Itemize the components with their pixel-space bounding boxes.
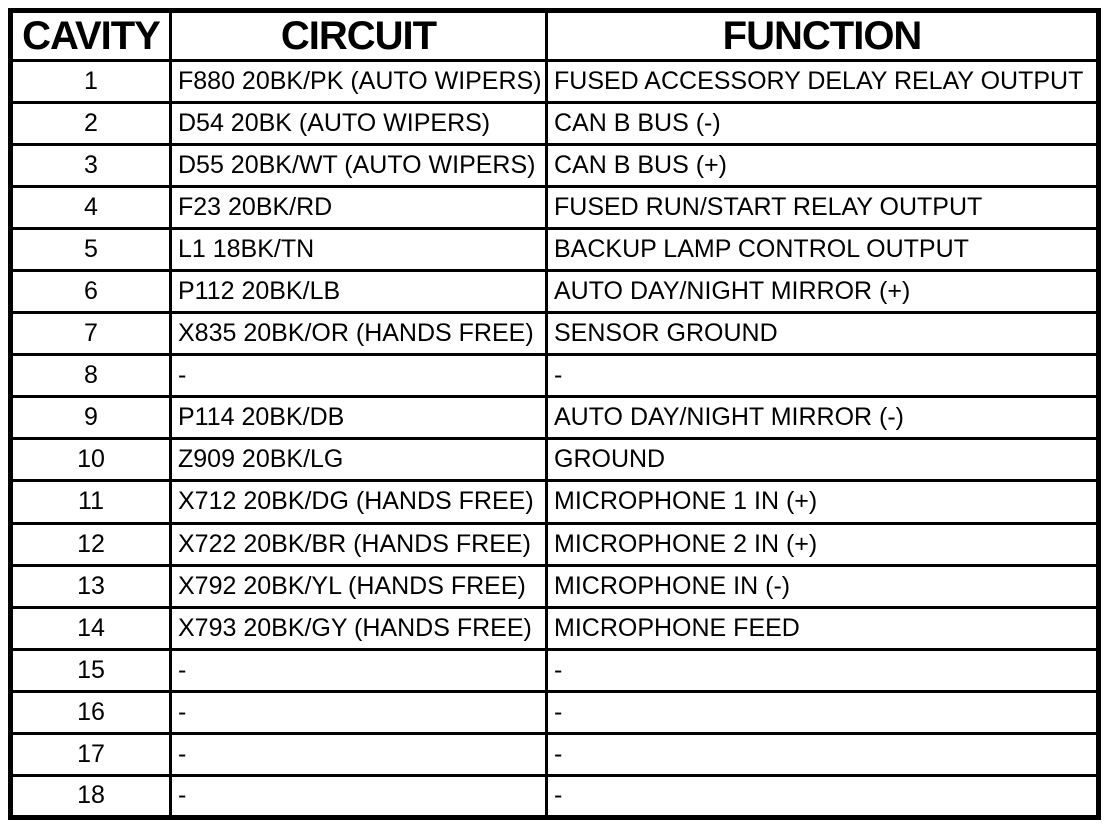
circuit-cell: X722 20BK/BR (HANDS FREE) [169, 521, 548, 567]
circuit-cell: - [169, 731, 548, 777]
function-cell: MICROPHONE 2 IN (+) [545, 521, 1100, 567]
circuit-cell: X835 20BK/OR (HANDS FREE) [169, 311, 548, 357]
function-cell: - [545, 689, 1100, 735]
table-row: 10 Z909 20BK/LG GROUND [9, 437, 1100, 483]
function-cell: AUTO DAY/NIGHT MIRROR (-) [545, 395, 1100, 441]
function-cell: BACKUP LAMP CONTROL OUTPUT [545, 227, 1100, 273]
cavity-cell: 12 [9, 521, 172, 567]
function-cell: AUTO DAY/NIGHT MIRROR (+) [545, 269, 1100, 315]
table-row: 8 - - [9, 353, 1100, 399]
circuit-cell: P114 20BK/DB [169, 395, 548, 441]
cavity-header: CAVITY [9, 9, 172, 62]
table-row: 9 P114 20BK/DB AUTO DAY/NIGHT MIRROR (-) [9, 395, 1100, 441]
circuit-cell: D55 20BK/WT (AUTO WIPERS) [169, 143, 548, 189]
function-cell: SENSOR GROUND [545, 311, 1100, 357]
circuit-cell: F880 20BK/PK (AUTO WIPERS) [169, 58, 548, 105]
circuit-cell: X792 20BK/YL (HANDS FREE) [169, 563, 548, 609]
table-row: 15 - - [9, 647, 1100, 693]
table-row: 11 X712 20BK/DG (HANDS FREE) MICROPHONE … [9, 479, 1100, 525]
function-cell: MICROPHONE FEED [545, 605, 1100, 651]
table-row: 13 X792 20BK/YL (HANDS FREE) MICROPHONE … [9, 563, 1100, 609]
cavity-cell: 2 [9, 101, 172, 147]
circuit-cell: P112 20BK/LB [169, 269, 548, 315]
table-row: 4 F23 20BK/RD FUSED RUN/START RELAY OUTP… [9, 185, 1100, 231]
function-cell: - [545, 773, 1100, 820]
function-cell: - [545, 647, 1100, 693]
circuit-cell: L1 18BK/TN [169, 227, 548, 273]
table-row: 12 X722 20BK/BR (HANDS FREE) MICROPHONE … [9, 521, 1100, 567]
header-row: CAVITY CIRCUIT FUNCTION [9, 9, 1100, 62]
function-cell: - [545, 731, 1100, 777]
table-row: 17 - - [9, 731, 1100, 777]
function-cell: CAN B BUS (+) [545, 143, 1100, 189]
function-header: FUNCTION [545, 9, 1100, 62]
cavity-cell: 13 [9, 563, 172, 609]
circuit-cell: Z909 20BK/LG [169, 437, 548, 483]
cavity-cell: 5 [9, 227, 172, 273]
table-row: 2 D54 20BK (AUTO WIPERS) CAN B BUS (-) [9, 101, 1100, 147]
circuit-cell: - [169, 647, 548, 693]
cavity-cell: 11 [9, 479, 172, 525]
cavity-cell: 8 [9, 353, 172, 399]
cavity-cell: 16 [9, 689, 172, 735]
cavity-cell: 3 [9, 143, 172, 189]
function-cell: FUSED ACCESSORY DELAY RELAY OUTPUT [545, 58, 1100, 105]
table-row: 5 L1 18BK/TN BACKUP LAMP CONTROL OUTPUT [9, 227, 1100, 273]
circuit-cell: X712 20BK/DG (HANDS FREE) [169, 479, 548, 525]
circuit-cell: - [169, 353, 548, 399]
cavity-cell: 9 [9, 395, 172, 441]
function-cell: GROUND [545, 437, 1100, 483]
cavity-cell: 7 [9, 311, 172, 357]
table-row: 16 - - [9, 689, 1100, 735]
circuit-cell: - [169, 689, 548, 735]
table-row: 7 X835 20BK/OR (HANDS FREE) SENSOR GROUN… [9, 311, 1100, 357]
cavity-cell: 17 [9, 731, 172, 777]
cavity-cell: 18 [9, 773, 172, 820]
circuit-cell: - [169, 773, 548, 820]
circuit-cell: X793 20BK/GY (HANDS FREE) [169, 605, 548, 651]
function-cell: MICROPHONE 1 IN (+) [545, 479, 1100, 525]
cavity-cell: 14 [9, 605, 172, 651]
table-row: 1 F880 20BK/PK (AUTO WIPERS) FUSED ACCES… [9, 58, 1100, 105]
table-row: 18 - - [9, 773, 1100, 820]
circuit-cell: F23 20BK/RD [169, 185, 548, 231]
table-row: 14 X793 20BK/GY (HANDS FREE) MICROPHONE … [9, 605, 1100, 651]
cavity-cell: 1 [9, 58, 172, 105]
circuit-cell: D54 20BK (AUTO WIPERS) [169, 101, 548, 147]
cavity-cell: 15 [9, 647, 172, 693]
cavity-cell: 4 [9, 185, 172, 231]
function-cell: CAN B BUS (-) [545, 101, 1100, 147]
cavity-cell: 10 [9, 437, 172, 483]
pinout-table: CAVITY CIRCUIT FUNCTION 1 F880 20BK/PK (… [8, 8, 1101, 820]
circuit-header: CIRCUIT [169, 9, 548, 62]
cavity-cell: 6 [9, 269, 172, 315]
table-row: 3 D55 20BK/WT (AUTO WIPERS) CAN B BUS (+… [9, 143, 1100, 189]
function-cell: - [545, 353, 1100, 399]
table-row: 6 P112 20BK/LB AUTO DAY/NIGHT MIRROR (+) [9, 269, 1100, 315]
function-cell: FUSED RUN/START RELAY OUTPUT [545, 185, 1100, 231]
function-cell: MICROPHONE IN (-) [545, 563, 1100, 609]
